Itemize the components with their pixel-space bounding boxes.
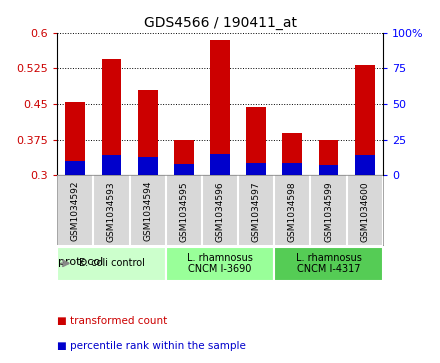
- Bar: [282, 134, 302, 175]
- Bar: [174, 164, 194, 175]
- Bar: [102, 59, 121, 175]
- Bar: [166, 247, 274, 281]
- Bar: [57, 247, 166, 281]
- Text: GSM1034593: GSM1034593: [107, 181, 116, 241]
- Text: GSM1034600: GSM1034600: [360, 181, 369, 241]
- Bar: [210, 154, 230, 175]
- Text: GSM1034594: GSM1034594: [143, 181, 152, 241]
- Bar: [174, 140, 194, 175]
- Text: GSM1034597: GSM1034597: [252, 181, 260, 241]
- Bar: [319, 166, 338, 175]
- Bar: [66, 161, 85, 175]
- Bar: [282, 163, 302, 175]
- Bar: [355, 155, 375, 175]
- Bar: [355, 65, 375, 175]
- Bar: [102, 155, 121, 175]
- Title: GDS4566 / 190411_at: GDS4566 / 190411_at: [143, 16, 297, 30]
- Bar: [246, 107, 266, 175]
- Bar: [138, 157, 158, 175]
- Text: L. rhamnosus
CNCM I-4317: L. rhamnosus CNCM I-4317: [296, 253, 362, 274]
- Text: GSM1034599: GSM1034599: [324, 181, 333, 241]
- Bar: [138, 90, 158, 175]
- Bar: [246, 163, 266, 175]
- Bar: [274, 247, 383, 281]
- Text: GSM1034595: GSM1034595: [180, 181, 188, 241]
- Bar: [66, 102, 85, 175]
- Text: GSM1034596: GSM1034596: [216, 181, 224, 241]
- Text: GSM1034598: GSM1034598: [288, 181, 297, 241]
- Text: L. rhamnosus
CNCM I-3690: L. rhamnosus CNCM I-3690: [187, 253, 253, 274]
- Text: E. coli control: E. coli control: [78, 258, 144, 268]
- Bar: [319, 140, 338, 175]
- Text: ■ transformed count: ■ transformed count: [57, 316, 168, 326]
- Text: ■ percentile rank within the sample: ■ percentile rank within the sample: [57, 341, 246, 351]
- Text: GSM1034592: GSM1034592: [71, 181, 80, 241]
- Text: protocol: protocol: [58, 257, 103, 267]
- Bar: [210, 40, 230, 175]
